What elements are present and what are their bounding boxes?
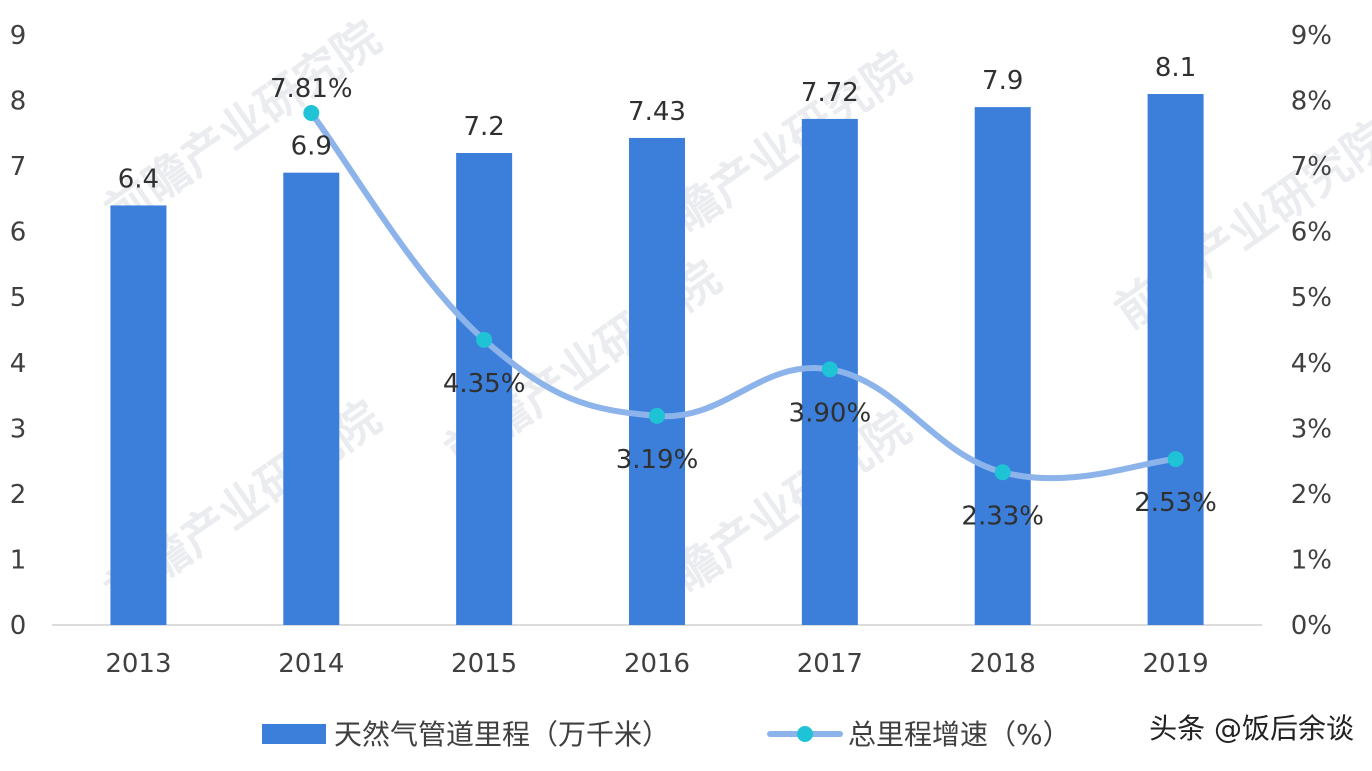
line-marker — [649, 407, 665, 424]
x-axis-tick-label: 2018 — [970, 649, 1036, 679]
line-marker — [994, 464, 1011, 481]
x-axis-tick-label: 2013 — [105, 649, 171, 679]
line-value-label: 4.35% — [443, 369, 526, 399]
left-axis-tick-label: 2 — [10, 480, 27, 510]
left-axis-tick-label: 0 — [10, 611, 27, 641]
growth-line — [308, 110, 1179, 482]
left-axis-tick-label: 8 — [10, 87, 27, 117]
line-value-label: 7.81% — [270, 74, 353, 104]
left-axis-tick-label: 7 — [10, 152, 27, 182]
line-value-label: 2.33% — [961, 501, 1044, 531]
watermark-text: 前瞻产业研究院 — [1105, 110, 1372, 339]
right-axis-tick-label: 8% — [1291, 87, 1332, 117]
watermark-text: 前瞻产业研究院 — [95, 10, 390, 239]
legend: 天然气管道里程（万千米） 总里程增速（%） — [262, 718, 1071, 751]
line-marker — [476, 331, 493, 348]
right-axis-tick-label: 5% — [1291, 283, 1332, 313]
x-axis-tick-label: 2014 — [278, 649, 344, 679]
x-axis-tick-label: 2016 — [624, 649, 690, 679]
data-labels: 6.4 6.9 7.2 7.43 7.72 7.9 8.1 7.81% 4.35% 3.19% 3.… — [118, 53, 1217, 531]
left-axis-tick-label: 3 — [10, 414, 27, 444]
right-axis-tick-label: 9% — [1291, 21, 1332, 51]
left-axis-tick-label: 9 — [10, 21, 27, 51]
right-axis-tick-label: 2% — [1291, 480, 1332, 510]
bar-value-label: 7.43 — [628, 97, 686, 127]
legend-line-marker — [797, 726, 813, 742]
right-axis-tick-label: 0% — [1291, 611, 1332, 641]
x-axis-tick-label: 2015 — [451, 649, 517, 679]
bar — [1147, 94, 1204, 625]
credit-text: 头条 @饭后余谈 — [1149, 712, 1354, 745]
axes: 0 1 2 3 4 5 6 7 8 9 0% 1% 2% 3% 4% 5% 6% 7% 8% 9% 2013 2014 20… — [10, 21, 1332, 679]
right-axis-tick-label: 7% — [1291, 152, 1332, 182]
line-series — [303, 105, 1184, 482]
bar — [110, 205, 167, 625]
left-axis-tick-label: 1 — [10, 545, 27, 575]
bar-value-label: 7.9 — [982, 66, 1023, 96]
bar-value-label: 7.72 — [801, 78, 859, 108]
right-axis-tick-label: 3% — [1291, 414, 1332, 444]
x-axis-tick-label: 2019 — [1142, 649, 1208, 679]
line-value-label: 2.53% — [1134, 488, 1217, 518]
bar — [283, 172, 340, 625]
bar-value-label: 6.4 — [118, 164, 159, 194]
bar — [974, 107, 1031, 626]
legend-bar-label: 天然气管道里程（万千米） — [334, 718, 670, 751]
bar-value-label: 8.1 — [1155, 53, 1196, 83]
line-marker — [821, 361, 838, 378]
line-marker — [1167, 451, 1184, 468]
left-axis-tick-label: 4 — [10, 349, 27, 379]
x-axis-tick-label: 2017 — [797, 649, 863, 679]
left-axis-tick-label: 5 — [10, 283, 27, 313]
right-axis-tick-label: 6% — [1291, 218, 1332, 248]
left-axis-tick-label: 6 — [10, 218, 27, 248]
legend-line-label: 总里程增速（%） — [848, 718, 1071, 751]
bar — [629, 137, 685, 625]
line-value-label: 3.90% — [789, 398, 872, 428]
right-axis-tick-label: 4% — [1291, 349, 1332, 379]
right-axis-tick-label: 1% — [1291, 545, 1332, 575]
line-value-label: 3.19% — [616, 445, 699, 475]
bar-value-label: 7.2 — [463, 112, 504, 142]
bar — [456, 153, 513, 625]
line-marker — [303, 105, 320, 122]
bar-series — [110, 94, 1204, 626]
bar-value-label: 6.9 — [291, 132, 332, 162]
legend-bar-swatch — [262, 724, 326, 744]
